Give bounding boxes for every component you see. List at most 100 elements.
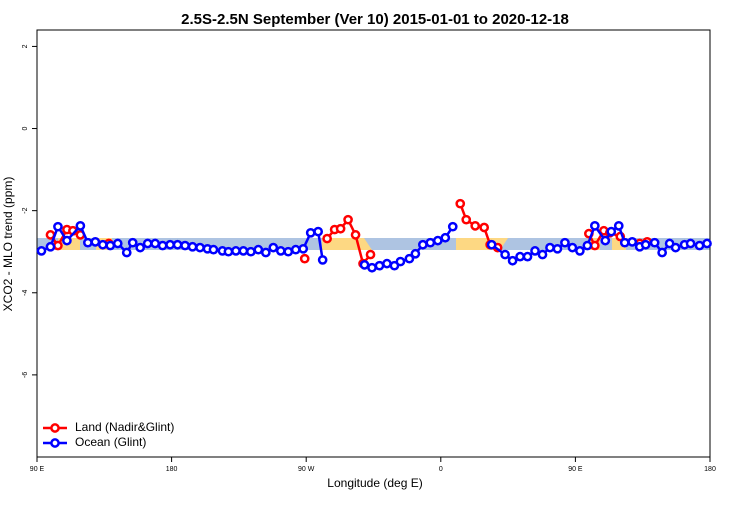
point: [425, 237, 436, 248]
point: [530, 246, 540, 256]
point: [298, 243, 309, 254]
point: [322, 233, 332, 244]
point: [36, 246, 47, 256]
point: [290, 244, 301, 255]
legend-marker: [50, 423, 60, 433]
point: [180, 240, 190, 251]
point: [112, 238, 123, 249]
point: [619, 237, 630, 248]
point: [382, 258, 392, 269]
point: [479, 222, 490, 233]
point: [522, 251, 533, 262]
x-axis-label: Longitude (deg E): [327, 476, 422, 490]
y-tick-label: -4: [22, 290, 29, 296]
chart-title: 2.5S-2.5N September (Ver 10) 2015-01-01 …: [181, 11, 569, 28]
point: [404, 253, 415, 264]
point: [486, 239, 497, 250]
point: [432, 235, 443, 246]
y-tick-label: -2: [22, 207, 29, 213]
point: [657, 247, 667, 258]
point: [418, 239, 428, 250]
y-tick-label: 0: [22, 126, 29, 130]
point: [157, 240, 168, 251]
point: [374, 260, 385, 271]
point: [75, 220, 86, 231]
point: [702, 238, 712, 249]
y-tick-label: 2: [22, 44, 29, 48]
point: [589, 240, 600, 251]
point: [223, 246, 234, 257]
point: [283, 246, 294, 257]
x-tick-label: 90 E: [568, 466, 583, 473]
point: [305, 227, 316, 238]
point: [500, 249, 510, 260]
point: [461, 214, 472, 225]
point: [275, 246, 286, 256]
point: [627, 237, 638, 247]
point: [150, 238, 160, 249]
y-tick-label: -6: [22, 372, 29, 378]
point: [45, 241, 56, 252]
point: [507, 255, 518, 266]
point: [365, 249, 376, 260]
point: [253, 244, 264, 255]
point: [97, 239, 108, 250]
point: [359, 260, 370, 270]
point: [135, 242, 146, 253]
point: [53, 240, 63, 251]
x-tick-label: 90 W: [298, 466, 315, 473]
x-tick-label: 180: [166, 466, 178, 473]
point: [127, 237, 138, 248]
point: [268, 242, 279, 253]
point: [165, 239, 175, 250]
legend-label: Land (Nadir&Glint): [75, 420, 174, 434]
legend-marker: [50, 438, 60, 448]
point: [335, 223, 346, 234]
point: [694, 240, 705, 251]
point: [455, 198, 466, 209]
point: [82, 237, 93, 248]
point: [350, 230, 361, 240]
point: [552, 243, 563, 254]
point: [470, 220, 481, 231]
point: [313, 226, 324, 237]
point: [606, 226, 617, 237]
point: [299, 253, 310, 264]
point: [187, 241, 198, 252]
point: [670, 242, 681, 253]
point: [260, 247, 271, 258]
point: [649, 237, 660, 248]
point: [367, 262, 377, 273]
point: [589, 220, 600, 231]
x-tick-label: 180: [704, 466, 716, 473]
point: [685, 238, 696, 249]
point: [447, 221, 458, 232]
point: [560, 237, 570, 248]
point: [582, 240, 593, 251]
legend-label: Ocean (Glint): [75, 435, 146, 449]
x-tick-label: 90 E: [30, 466, 45, 473]
point: [238, 246, 249, 256]
x-tick-label: 0: [439, 466, 443, 473]
point: [575, 246, 585, 256]
point: [208, 244, 219, 255]
point: [195, 242, 205, 253]
point: [317, 255, 328, 265]
point: [90, 237, 101, 247]
point: [395, 256, 406, 267]
point: [105, 240, 116, 251]
point: [600, 235, 611, 246]
point: [231, 246, 241, 256]
point: [246, 246, 256, 257]
point: [172, 239, 183, 250]
point: [440, 232, 451, 243]
point: [545, 242, 555, 253]
point: [142, 238, 153, 249]
point: [537, 249, 548, 260]
point: [613, 220, 624, 231]
point: [410, 248, 421, 259]
y-axis-label: XCO2 - MLO trend (ppm): [1, 177, 15, 312]
point: [53, 221, 63, 232]
point: [515, 251, 525, 262]
